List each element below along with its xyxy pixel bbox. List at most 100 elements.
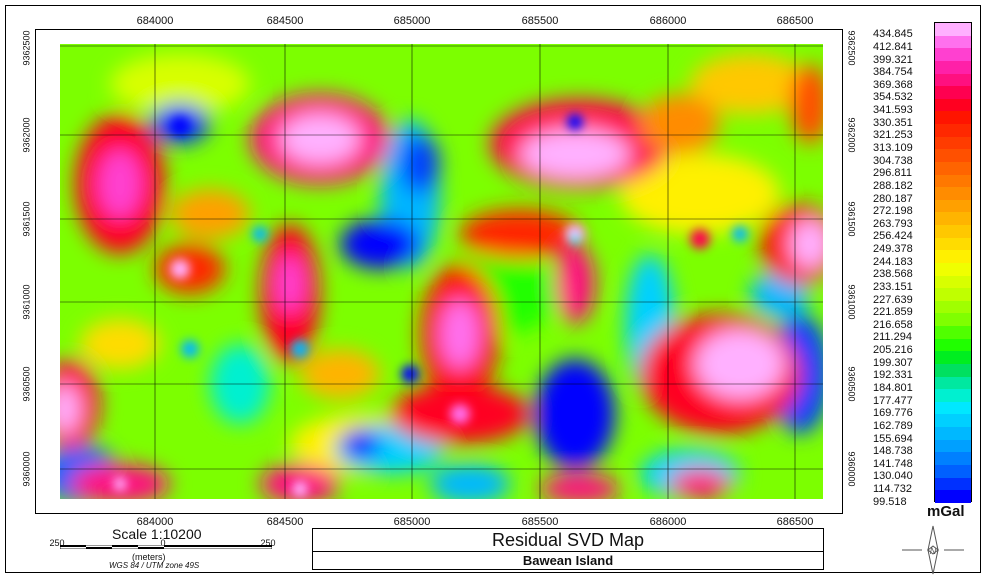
color-scale-swatch (935, 262, 971, 276)
color-scale-swatch (935, 161, 971, 175)
y-tick-label: 9362500 (21, 30, 32, 66)
color-scale-label: 177.477 (873, 394, 913, 407)
color-scale-swatch (935, 212, 971, 225)
color-scale-label: 114.732 (873, 483, 912, 496)
color-scale-swatch (935, 149, 971, 162)
color-scale-label: 130.040 (873, 470, 913, 483)
color-scale-swatch (935, 389, 971, 402)
color-scale-label: 330.351 (873, 116, 913, 129)
color-scale-label: 280.187 (873, 192, 913, 205)
x-tick-label-bottom: 685500 (521, 516, 559, 528)
scale-projection: WGS 84 / UTM zone 49S (109, 561, 200, 570)
color-scale-label: 354.532 (873, 91, 913, 104)
color-scale-swatch (935, 452, 971, 465)
north-arrow-icon: N (902, 525, 964, 575)
color-scale-swatch (935, 60, 971, 74)
scale-right-label: 250 (260, 538, 276, 548)
color-scale-swatch (935, 300, 971, 314)
color-scale-swatch (935, 326, 971, 339)
map-subtitle: Bawean Island (522, 553, 614, 568)
color-scale-label: 155.694 (873, 432, 913, 445)
color-scale-label: 192.331 (873, 369, 913, 382)
x-tick-label-bottom: 686000 (649, 516, 687, 528)
y-tick-label-right: 9361000 (846, 284, 857, 320)
y-tick-label-right: 9362000 (846, 117, 857, 153)
color-scale-swatch (935, 439, 971, 453)
color-scale-label: 199.307 (873, 356, 913, 369)
color-scale-swatch (935, 35, 971, 49)
color-scale-label: 384.754 (873, 66, 913, 79)
color-scale-label: 238.568 (873, 268, 913, 281)
color-scale-label: 244.183 (873, 255, 913, 268)
color-scale-swatch (935, 338, 971, 352)
svd-contour-map (60, 44, 823, 499)
color-scale-swatch (935, 111, 971, 124)
color-scale-swatch (935, 136, 971, 150)
color-scale-swatch (935, 124, 971, 137)
color-scale-label: 99.518 (873, 495, 907, 508)
color-scale-label: 296.811 (873, 167, 912, 180)
color-scale-swatch (935, 23, 971, 36)
y-tick-label: 9362000 (21, 117, 32, 153)
x-tick-label-bottom: 684000 (136, 516, 174, 528)
x-tick-label: 685500 (521, 15, 559, 27)
color-scale-swatch (935, 401, 971, 415)
y-tick-label-right: 9360000 (846, 451, 857, 487)
color-scale-label: 221.859 (873, 306, 913, 319)
color-scale-swatch (935, 250, 971, 263)
color-scale-swatch (935, 237, 971, 251)
color-scale-label: 233.151 (873, 280, 913, 293)
color-scale-label: 227.639 (873, 293, 913, 306)
color-scale-swatch (935, 363, 971, 377)
color-scale-swatch (935, 477, 971, 491)
color-scale-label: 272.198 (873, 205, 913, 218)
color-scale-label: 313.109 (873, 142, 913, 154)
color-scale-swatch (935, 427, 971, 440)
color-scale-label: 216.658 (873, 318, 913, 331)
color-scale-swatch (935, 313, 971, 326)
color-scale-swatch (935, 86, 971, 99)
map-frame (35, 29, 843, 514)
scale-left-label: 250 (49, 538, 65, 548)
color-scale-swatch (935, 187, 971, 200)
map-title: Residual SVD Map (312, 528, 824, 552)
x-tick-label: 685000 (393, 15, 431, 27)
svg-text:N: N (930, 546, 937, 556)
color-scale-label: 399.321 (873, 53, 913, 66)
color-scale-bar (934, 22, 972, 503)
color-scale-swatch (935, 490, 971, 503)
y-tick-label: 9361500 (21, 201, 32, 237)
color-scale-label: 304.738 (873, 154, 913, 167)
y-tick-label: 9361000 (21, 284, 32, 320)
scale-bar-graphic (60, 545, 272, 549)
color-scale-label: 412.841 (873, 40, 913, 53)
color-scale-swatch (935, 376, 971, 390)
color-scale-swatch (935, 275, 971, 289)
color-scale-label: 148.738 (873, 445, 913, 458)
y-tick-label-right: 9360500 (846, 366, 857, 402)
color-scale-swatch (935, 288, 971, 301)
color-scale-label: 184.801 (873, 382, 913, 394)
y-tick-label-right: 9361500 (846, 201, 857, 237)
color-scale-swatch (935, 225, 971, 238)
title-block (312, 528, 824, 570)
color-scale-label: 341.593 (873, 104, 913, 117)
color-scale-label: 288.182 (873, 179, 913, 192)
color-scale-swatch (935, 73, 971, 87)
legend-unit: mGal (927, 503, 965, 520)
color-scale-swatch (935, 199, 971, 213)
color-scale-swatch (935, 351, 971, 364)
scale-title: Scale 1:10200 (112, 526, 202, 542)
color-scale-label: 321.253 (873, 129, 913, 142)
color-scale-label: 249.378 (873, 243, 913, 256)
y-tick-label: 9360000 (21, 451, 32, 487)
x-tick-label: 684500 (266, 15, 304, 27)
x-tick-label: 686000 (649, 15, 687, 27)
color-scale-swatch (935, 48, 971, 61)
scale-mid-label: 0 (160, 538, 166, 548)
color-scale-label: 434.845 (873, 28, 913, 41)
color-scale-swatch (935, 174, 971, 188)
color-scale-label: 211.294 (873, 331, 912, 344)
x-tick-label-bottom: 685000 (393, 516, 431, 528)
color-scale-label: 205.216 (873, 344, 913, 357)
